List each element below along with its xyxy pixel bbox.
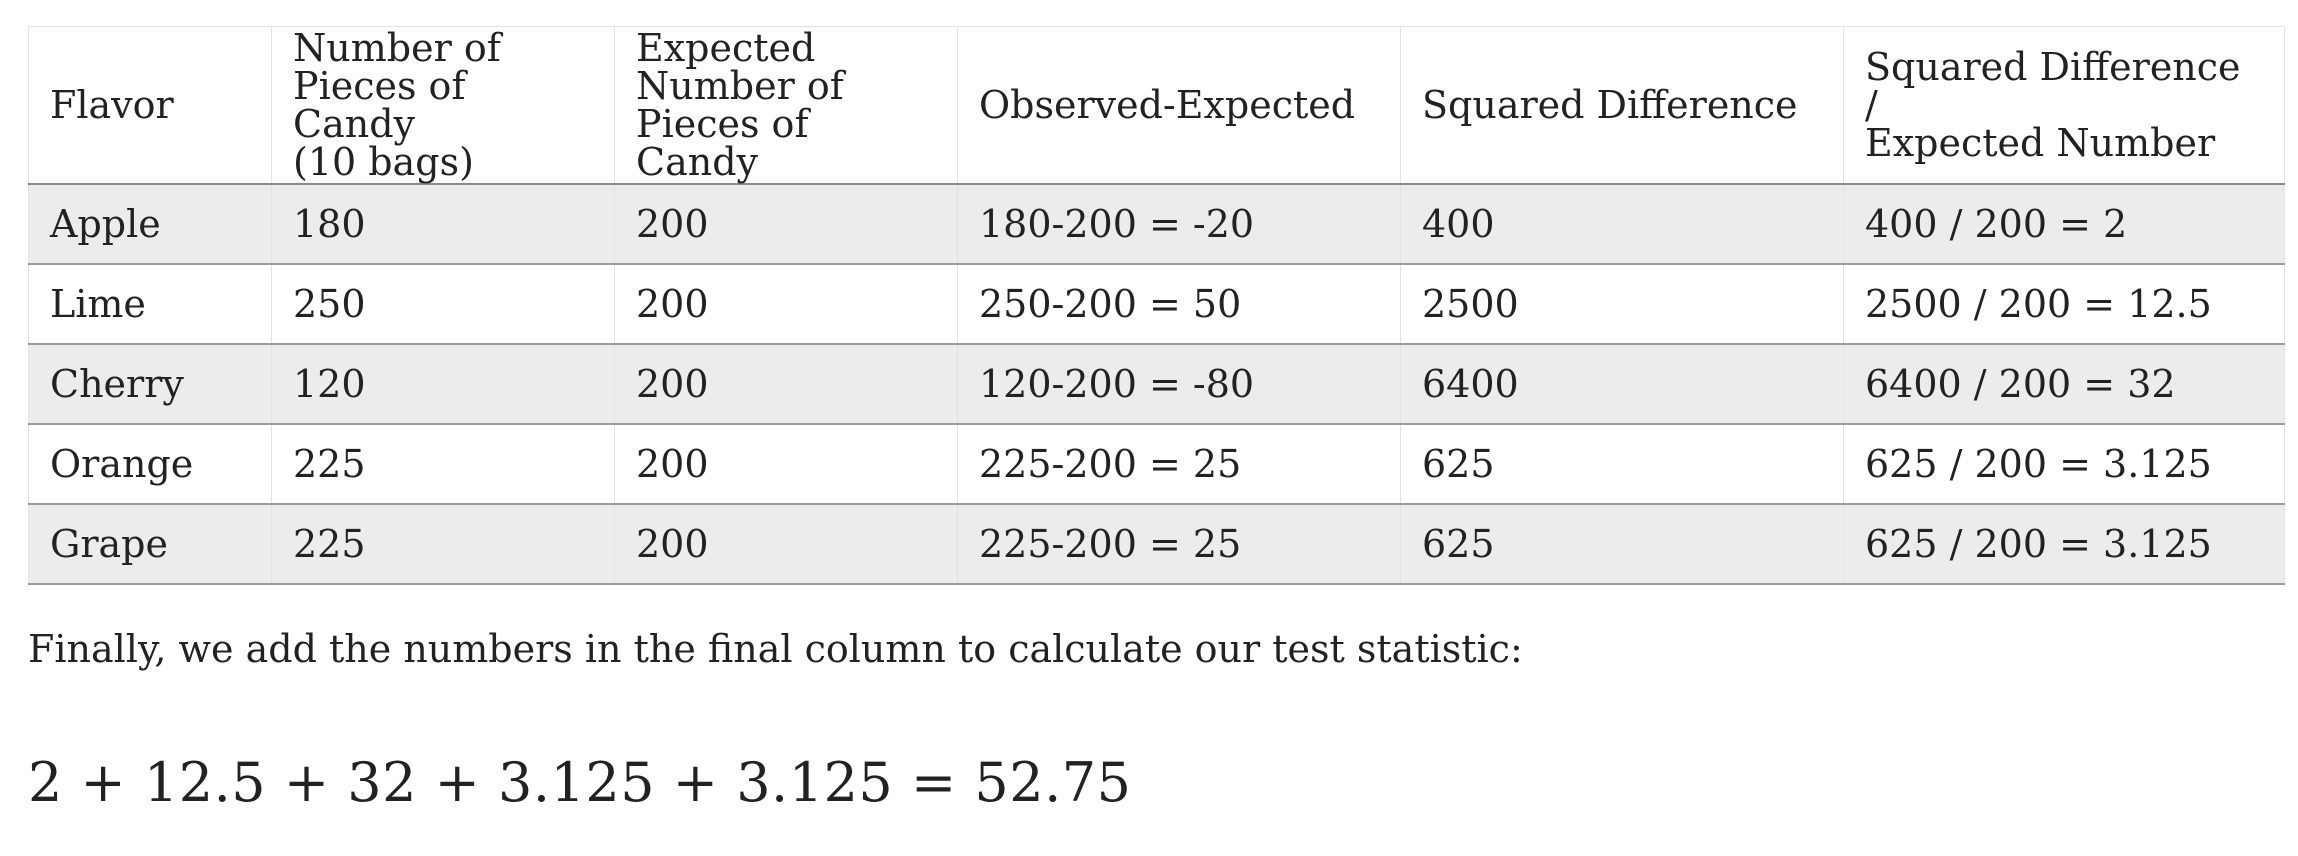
header-flavor: Flavor [28, 26, 272, 185]
test-statistic-formula: 2 + 12.5 + 32 + 3.125 + 3.125 = 52.75 [28, 750, 1132, 814]
content: Flavor Number of Pieces of Candy (10 bag… [28, 26, 2285, 814]
table-row: Lime 250 200 250-200 = 50 2500 2500 / 20… [28, 264, 2285, 345]
table-cell: Orange [28, 424, 272, 505]
header-squared-difference: Squared Difference [1400, 26, 1844, 185]
table-cell: 625 [1400, 424, 1844, 505]
header-expected: Expected Number of Pieces of Candy [614, 26, 958, 185]
table-cell: 225 [271, 504, 615, 585]
table-cell: 6400 / 200 = 32 [1843, 344, 2285, 425]
header-observed-minus-expected: Observed-Expected [957, 26, 1401, 185]
table-row: Orange 225 200 225-200 = 25 625 625 / 20… [28, 424, 2285, 505]
header-observed: Number of Pieces of Candy (10 bags) [271, 26, 615, 185]
table-cell: 180 [271, 184, 615, 265]
table-cell: 200 [614, 424, 958, 505]
header-row: Flavor Number of Pieces of Candy (10 bag… [28, 26, 2285, 185]
table-cell: 6400 [1400, 344, 1844, 425]
table-cell: 2500 / 200 = 12.5 [1843, 264, 2285, 345]
table-cell: 120-200 = -80 [957, 344, 1401, 425]
table-cell: 120 [271, 344, 615, 425]
chi-square-table: Flavor Number of Pieces of Candy (10 bag… [28, 26, 2285, 585]
table-row: Cherry 120 200 120-200 = -80 6400 6400 /… [28, 344, 2285, 425]
table-cell: Lime [28, 264, 272, 345]
table-cell: Grape [28, 504, 272, 585]
table-cell: 2500 [1400, 264, 1844, 345]
table-cell: Cherry [28, 344, 272, 425]
table-cell: 200 [614, 344, 958, 425]
table-cell: 625 / 200 = 3.125 [1843, 504, 2285, 585]
table-cell: 225-200 = 25 [957, 424, 1401, 505]
table-cell: 625 / 200 = 3.125 [1843, 424, 2285, 505]
table-cell: 225-200 = 25 [957, 504, 1401, 585]
table-cell: 400 [1400, 184, 1844, 265]
table-cell: 250-200 = 50 [957, 264, 1401, 345]
explanation-paragraph: Finally, we add the numbers in the final… [28, 627, 1523, 671]
table-cell: 400 / 200 = 2 [1843, 184, 2285, 265]
table-cell: 225 [271, 424, 615, 505]
table-cell: 180-200 = -20 [957, 184, 1401, 265]
table-cell: Apple [28, 184, 272, 265]
table-cell: 200 [614, 184, 958, 265]
table-cell: 250 [271, 264, 615, 345]
table-row: Grape 225 200 225-200 = 25 625 625 / 200… [28, 504, 2285, 585]
table-cell: 625 [1400, 504, 1844, 585]
table-cell: 200 [614, 504, 958, 585]
table-row: Apple 180 200 180-200 = -20 400 400 / 20… [28, 184, 2285, 265]
header-squared-over-expected: Squared Difference / Expected Number [1843, 26, 2285, 185]
table-cell: 200 [614, 264, 958, 345]
